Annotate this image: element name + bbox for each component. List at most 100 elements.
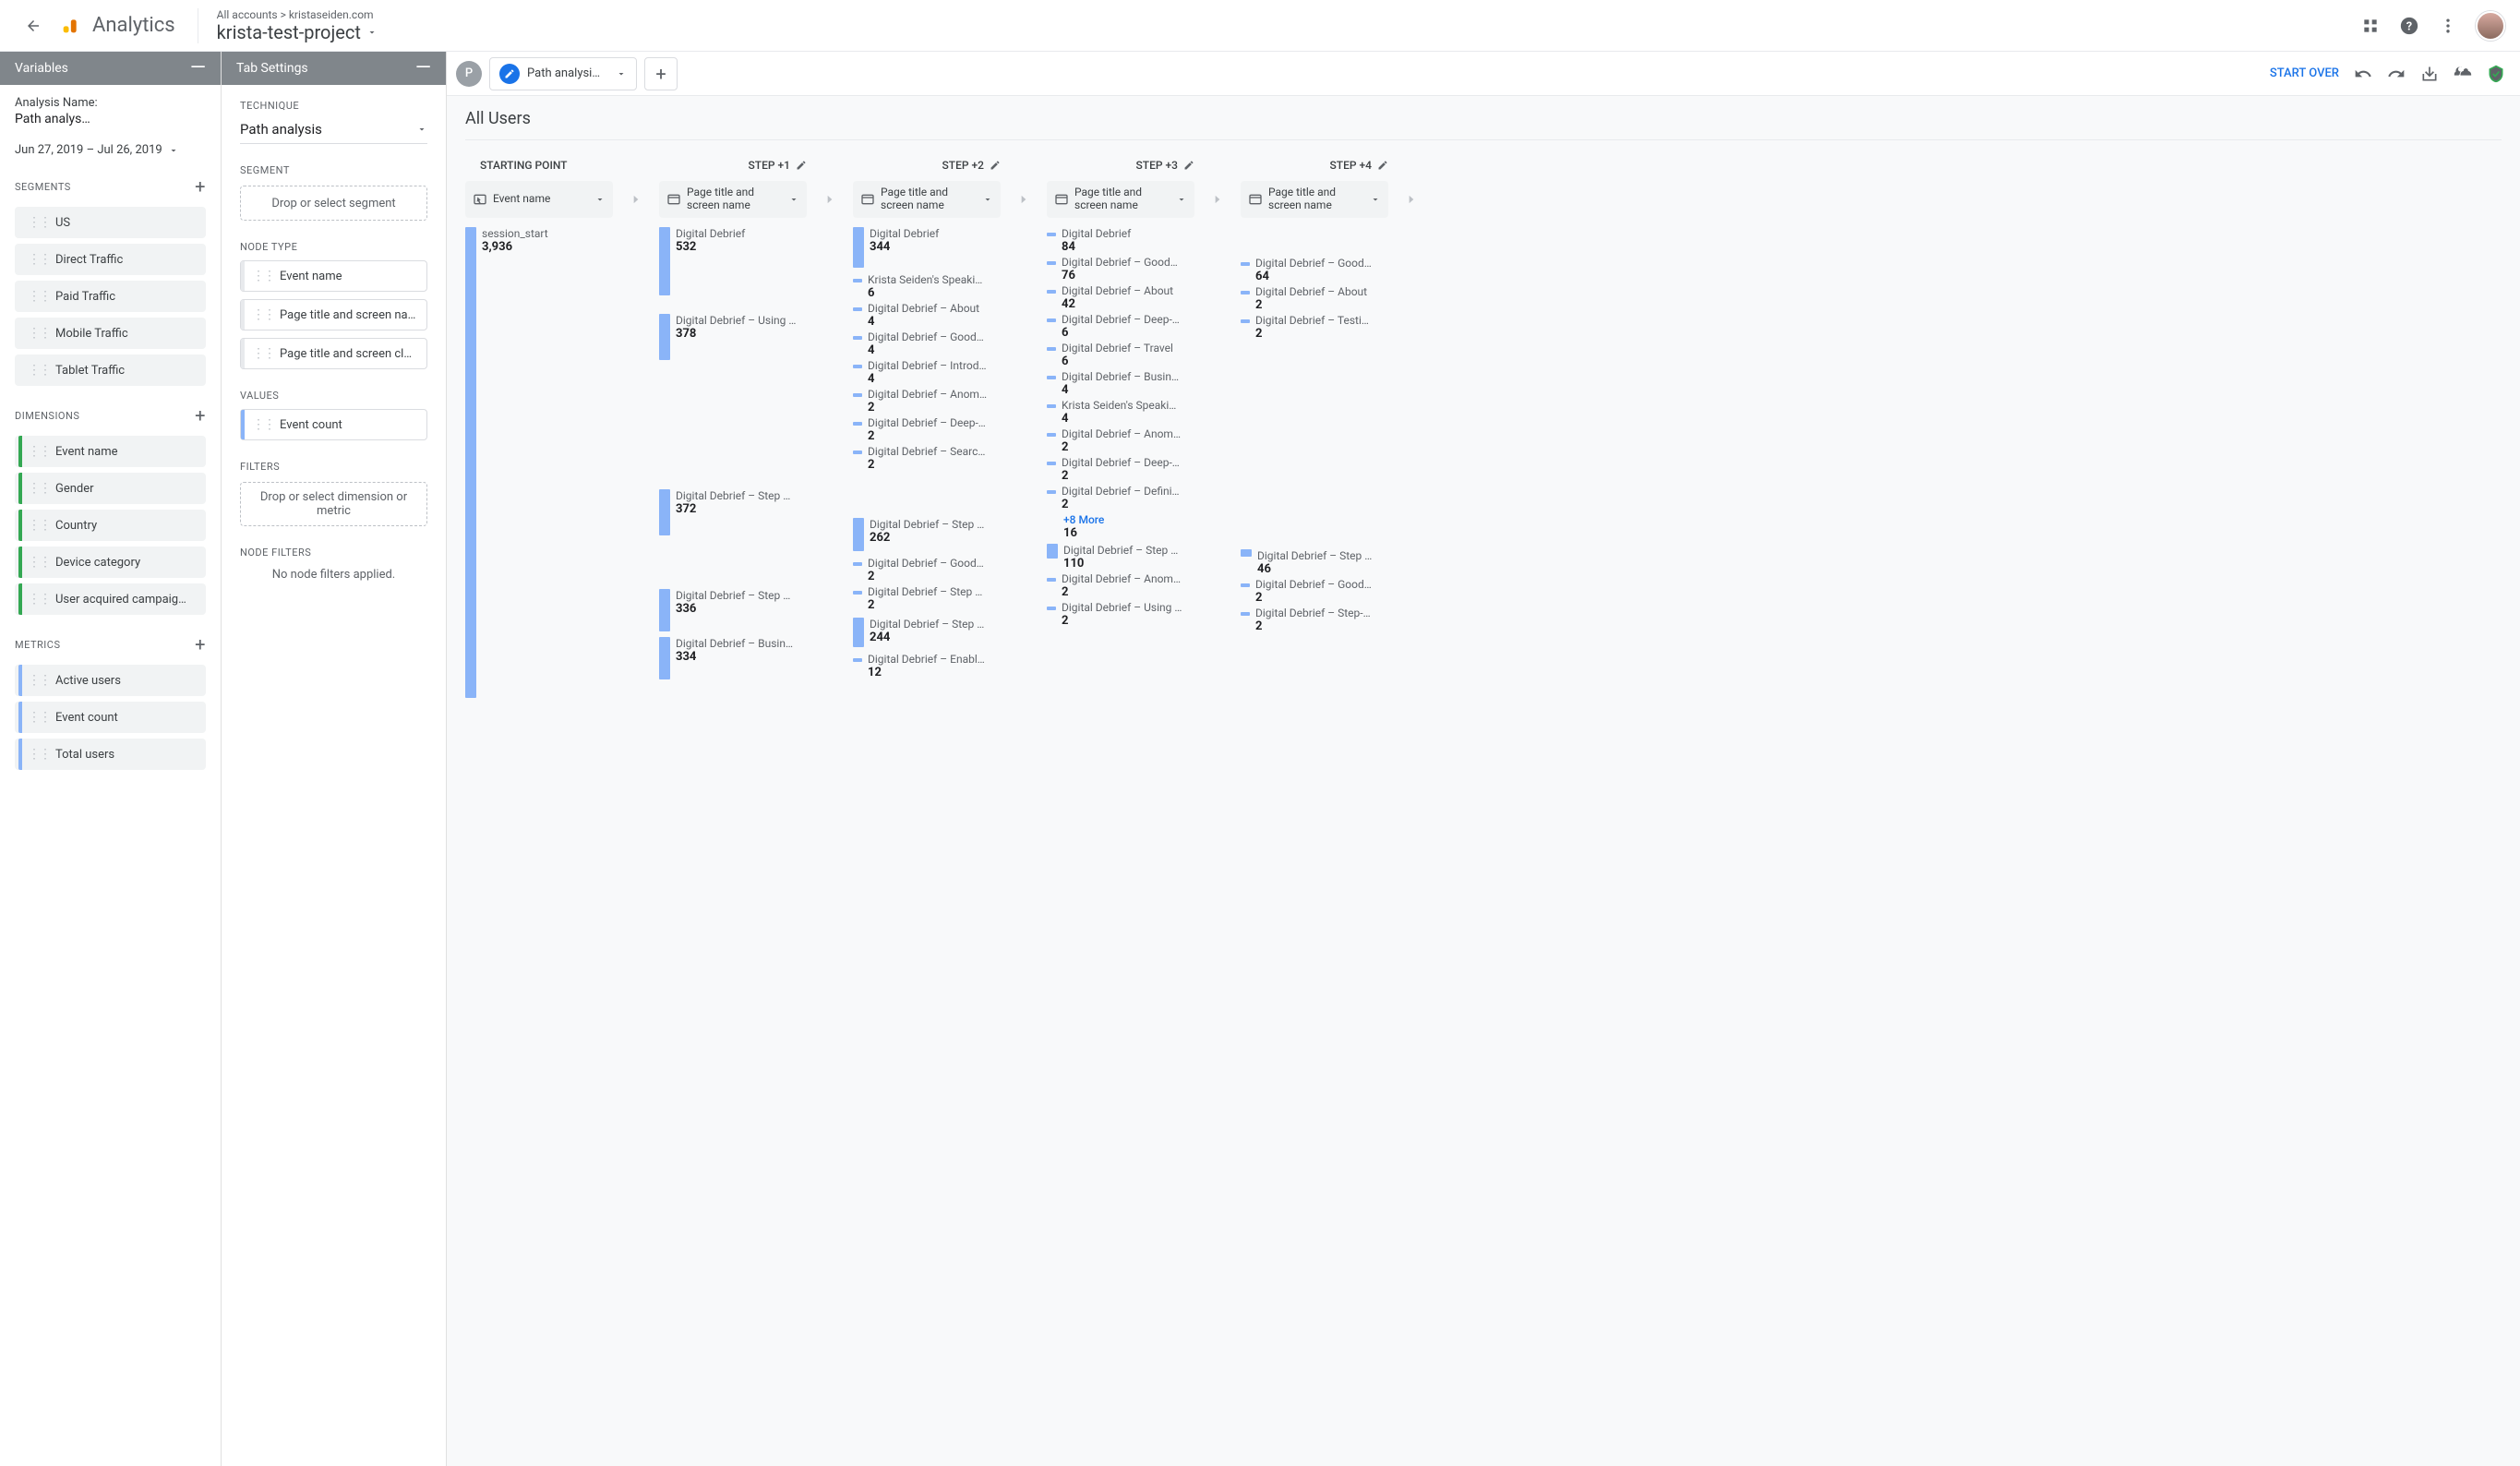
add-tab-button[interactable]: + [644,57,678,90]
nodetype-chip[interactable]: ⋮⋮Page title and screen na… [240,299,427,330]
chip-tablet-traffic[interactable]: ⋮⋮Tablet Traffic [15,354,206,386]
path-node[interactable]: Digital Debrief – Busin…4 [1047,370,1194,397]
technique-select[interactable]: Path analysis [240,112,427,144]
avatar[interactable] [2476,11,2505,41]
filters-drop-zone[interactable]: Drop or select dimension or metric [240,482,427,526]
parent-tab-badge[interactable]: P [456,61,482,87]
chip-gender[interactable]: ⋮⋮Gender [15,473,206,504]
segment-drop-zone[interactable]: Drop or select segment [240,186,427,221]
path-node[interactable]: Digital Debrief – Deep-…2 [853,416,1001,443]
path-node[interactable]: Digital Debrief – About2 [1241,285,1388,312]
path-node[interactable]: Digital Debrief84 [1047,227,1194,254]
step-selector[interactable]: Page title and screen name [659,181,807,218]
path-node[interactable]: Digital Debrief – Introd…4 [853,359,1001,386]
logo[interactable]: Analytics [59,11,175,41]
path-node[interactable]: Digital Debrief – Step …336 [659,589,807,631]
pencil-icon[interactable] [1377,160,1388,171]
chevron-down-icon [1176,194,1187,205]
chip-user-acquired-campaig-[interactable]: ⋮⋮User acquired campaig… [15,583,206,615]
path-node[interactable]: Digital Debrief – Deep-…2 [1047,456,1194,483]
segment-label: SEGMENT [240,164,427,176]
date-range-picker[interactable]: Jun 27, 2019 – Jul 26, 2019 [15,143,206,157]
path-node[interactable]: Digital Debrief532 [659,227,807,295]
path-node[interactable]: Digital Debrief – Defini…2 [1047,485,1194,511]
undo-icon[interactable] [2354,65,2372,83]
path-node[interactable]: Digital Debrief – Busin…334 [659,637,807,679]
step-selector[interactable]: Page title and screen name [1241,181,1388,218]
path-node[interactable]: Digital Debrief – Step …110 [1047,544,1194,571]
more-icon[interactable] [2437,15,2459,37]
path-node[interactable]: Digital Debrief – Step …2 [853,585,1001,612]
minimize-tab-settings-button[interactable]: — [415,62,431,75]
pencil-icon[interactable] [1183,160,1194,171]
svg-text:?: ? [2406,19,2412,33]
path-node[interactable]: Digital Debrief – Step-…2 [1241,607,1388,633]
add-dimension-button[interactable]: + [195,404,206,427]
apps-icon[interactable] [2359,15,2382,37]
path-node[interactable]: Digital Debrief – Good…76 [1047,256,1194,282]
step-header-label: STEP +1 [749,159,790,172]
tab-path-analysis[interactable]: Path analysi… [489,57,637,90]
path-node[interactable]: Digital Debrief – Using …378 [659,314,807,360]
chip-event-name[interactable]: ⋮⋮Event name [15,436,206,467]
variables-title: Variables [15,61,68,76]
path-node[interactable]: Digital Debrief – Step …262 [853,518,1001,551]
chevron-down-icon [366,27,378,38]
path-node[interactable]: Digital Debrief – About4 [853,302,1001,329]
tab-settings-header: Tab Settings — [222,52,446,85]
path-node[interactable]: Digital Debrief – Step …244 [853,618,1001,647]
chip-device-category[interactable]: ⋮⋮Device category [15,547,206,578]
analysis-name-value[interactable]: Path analys… [15,112,206,126]
path-node[interactable]: Digital Debrief – Step …372 [659,489,807,535]
path-node[interactable]: Digital Debrief – About42 [1047,284,1194,311]
value-chip[interactable]: ⋮⋮Event count [240,409,427,440]
chip-country[interactable]: ⋮⋮Country [15,510,206,541]
path-node[interactable]: Digital Debrief – Testi…2 [1241,314,1388,341]
start-over-button[interactable]: START OVER [2270,66,2339,80]
path-node[interactable]: Digital Debrief – Good…64 [1241,257,1388,283]
step-selector[interactable]: Page title and screen name [1047,181,1194,218]
chip-event-count[interactable]: ⋮⋮Event count [15,702,206,733]
path-node[interactable]: session_start3,936 [465,227,613,698]
path-node[interactable]: Digital Debrief – Enabl…12 [853,653,1001,679]
path-node[interactable]: Digital Debrief – Anom…2 [853,388,1001,415]
path-node[interactable]: Digital Debrief – Deep-…6 [1047,313,1194,340]
path-node[interactable]: Digital Debrief – Travel6 [1047,342,1194,368]
share-icon[interactable] [2454,65,2472,83]
path-node[interactable]: Digital Debrief – Using …2 [1047,601,1194,628]
download-icon[interactable] [2420,65,2439,83]
step-selector[interactable]: Event name [465,181,613,218]
step-arrow-icon [1405,181,1418,218]
path-node[interactable]: Digital Debrief – Good…4 [853,330,1001,357]
pencil-icon[interactable] [796,160,807,171]
add-segment-button[interactable]: + [195,175,206,198]
pencil-icon[interactable] [990,160,1001,171]
redo-icon[interactable] [2387,65,2406,83]
nodetype-chip[interactable]: ⋮⋮Page title and screen cl… [240,338,427,369]
path-node[interactable]: Digital Debrief344 [853,227,1001,268]
chip-active-users[interactable]: ⋮⋮Active users [15,665,206,696]
path-node[interactable]: Digital Debrief – Searc…2 [853,445,1001,472]
path-node[interactable]: Digital Debrief – Good…2 [1241,578,1388,605]
add-metric-button[interactable]: + [195,633,206,655]
path-node[interactable]: Krista Seiden's Speaki…6 [853,273,1001,300]
path-node[interactable]: Digital Debrief – Step …46 [1241,549,1388,576]
help-icon[interactable]: ? [2398,15,2420,37]
minimize-variables-button[interactable]: — [190,62,206,75]
path-node[interactable]: +8 More16 [1047,513,1194,540]
chip-mobile-traffic[interactable]: ⋮⋮Mobile Traffic [15,318,206,349]
shield-icon[interactable] [2487,65,2505,83]
chip-direct-traffic[interactable]: ⋮⋮Direct Traffic [15,244,206,275]
step-selector[interactable]: Page title and screen name [853,181,1001,218]
chip-total-users[interactable]: ⋮⋮Total users [15,739,206,770]
path-node[interactable]: Krista Seiden's Speaki…4 [1047,399,1194,426]
path-node[interactable]: Digital Debrief – Anom…2 [1047,427,1194,454]
chip-paid-traffic[interactable]: ⋮⋮Paid Traffic [15,281,206,312]
chip-us[interactable]: ⋮⋮US [15,207,206,238]
project-selector[interactable]: All accounts > kristaseiden.com krista-t… [198,8,378,43]
back-button[interactable] [15,7,52,44]
path-node[interactable]: Digital Debrief – Good…2 [853,557,1001,583]
nodetype-chip[interactable]: ⋮⋮Event name [240,260,427,292]
path-node[interactable]: Digital Debrief – Anom…2 [1047,572,1194,599]
tab-settings-title: Tab Settings [236,61,308,76]
